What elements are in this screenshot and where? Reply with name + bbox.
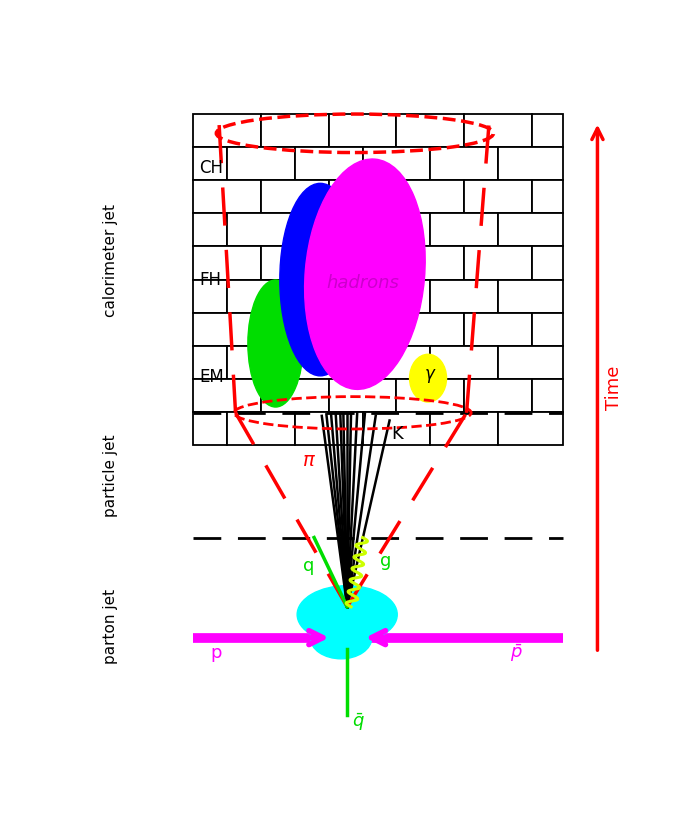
Ellipse shape (248, 280, 303, 407)
Bar (464, 379, 532, 412)
Text: EM: EM (199, 368, 224, 386)
Text: $\bar{q}$: $\bar{q}$ (352, 712, 365, 733)
Bar (532, 247, 563, 279)
Ellipse shape (280, 183, 360, 376)
Bar (261, 180, 329, 214)
Bar (295, 214, 363, 247)
Bar (329, 379, 396, 412)
Bar (329, 312, 396, 346)
Text: p: p (211, 644, 222, 662)
Bar (261, 247, 329, 279)
Bar (295, 147, 363, 180)
Bar (193, 180, 261, 214)
Text: $\pi$: $\pi$ (302, 451, 316, 470)
Bar (227, 346, 295, 379)
Bar (193, 312, 261, 346)
Bar (396, 312, 464, 346)
Bar (532, 114, 563, 147)
Bar (430, 279, 498, 312)
Bar (498, 279, 563, 312)
Bar (193, 279, 227, 312)
Ellipse shape (310, 616, 372, 658)
Text: hadrons: hadrons (326, 275, 399, 293)
Ellipse shape (304, 159, 425, 390)
Text: calorimeter jet: calorimeter jet (104, 204, 118, 316)
Bar (329, 180, 396, 214)
Bar (227, 279, 295, 312)
Text: parton jet: parton jet (104, 589, 118, 663)
Bar (430, 346, 498, 379)
Bar (261, 312, 329, 346)
Bar (464, 247, 532, 279)
Text: FH: FH (199, 270, 221, 289)
Bar (498, 214, 563, 247)
Bar (193, 346, 227, 379)
Bar (227, 147, 295, 180)
Bar (261, 379, 329, 412)
Text: K: K (391, 425, 403, 442)
Text: q: q (303, 557, 314, 575)
Bar (227, 214, 295, 247)
Bar (329, 114, 396, 147)
Bar (396, 247, 464, 279)
Bar (532, 379, 563, 412)
Bar (363, 346, 430, 379)
Bar (498, 346, 563, 379)
Bar (295, 279, 363, 312)
Bar (363, 279, 430, 312)
Bar (227, 412, 295, 446)
Bar (464, 114, 532, 147)
Text: Time: Time (605, 365, 623, 409)
Bar (193, 412, 227, 446)
Bar (193, 379, 261, 412)
Bar (261, 114, 329, 147)
Bar (295, 346, 363, 379)
Text: CH: CH (199, 159, 223, 177)
Text: particle jet: particle jet (104, 435, 118, 517)
Bar (532, 312, 563, 346)
Ellipse shape (297, 585, 398, 644)
Bar (363, 412, 430, 446)
Bar (295, 412, 363, 446)
Bar (498, 412, 563, 446)
Text: $\bar{p}$: $\bar{p}$ (510, 642, 523, 664)
Bar (396, 379, 464, 412)
Bar (464, 312, 532, 346)
Bar (396, 180, 464, 214)
Bar (430, 147, 498, 180)
Bar (363, 214, 430, 247)
Bar (193, 114, 261, 147)
Bar (498, 147, 563, 180)
Text: $\gamma$: $\gamma$ (424, 367, 437, 385)
Bar (329, 247, 396, 279)
Text: g: g (380, 552, 391, 570)
Bar (430, 214, 498, 247)
Ellipse shape (410, 354, 447, 402)
Bar (532, 180, 563, 214)
Bar (193, 147, 227, 180)
Bar (464, 180, 532, 214)
Bar (363, 147, 430, 180)
Bar (193, 247, 261, 279)
Bar (193, 214, 227, 247)
Bar (430, 412, 498, 446)
Bar (396, 114, 464, 147)
